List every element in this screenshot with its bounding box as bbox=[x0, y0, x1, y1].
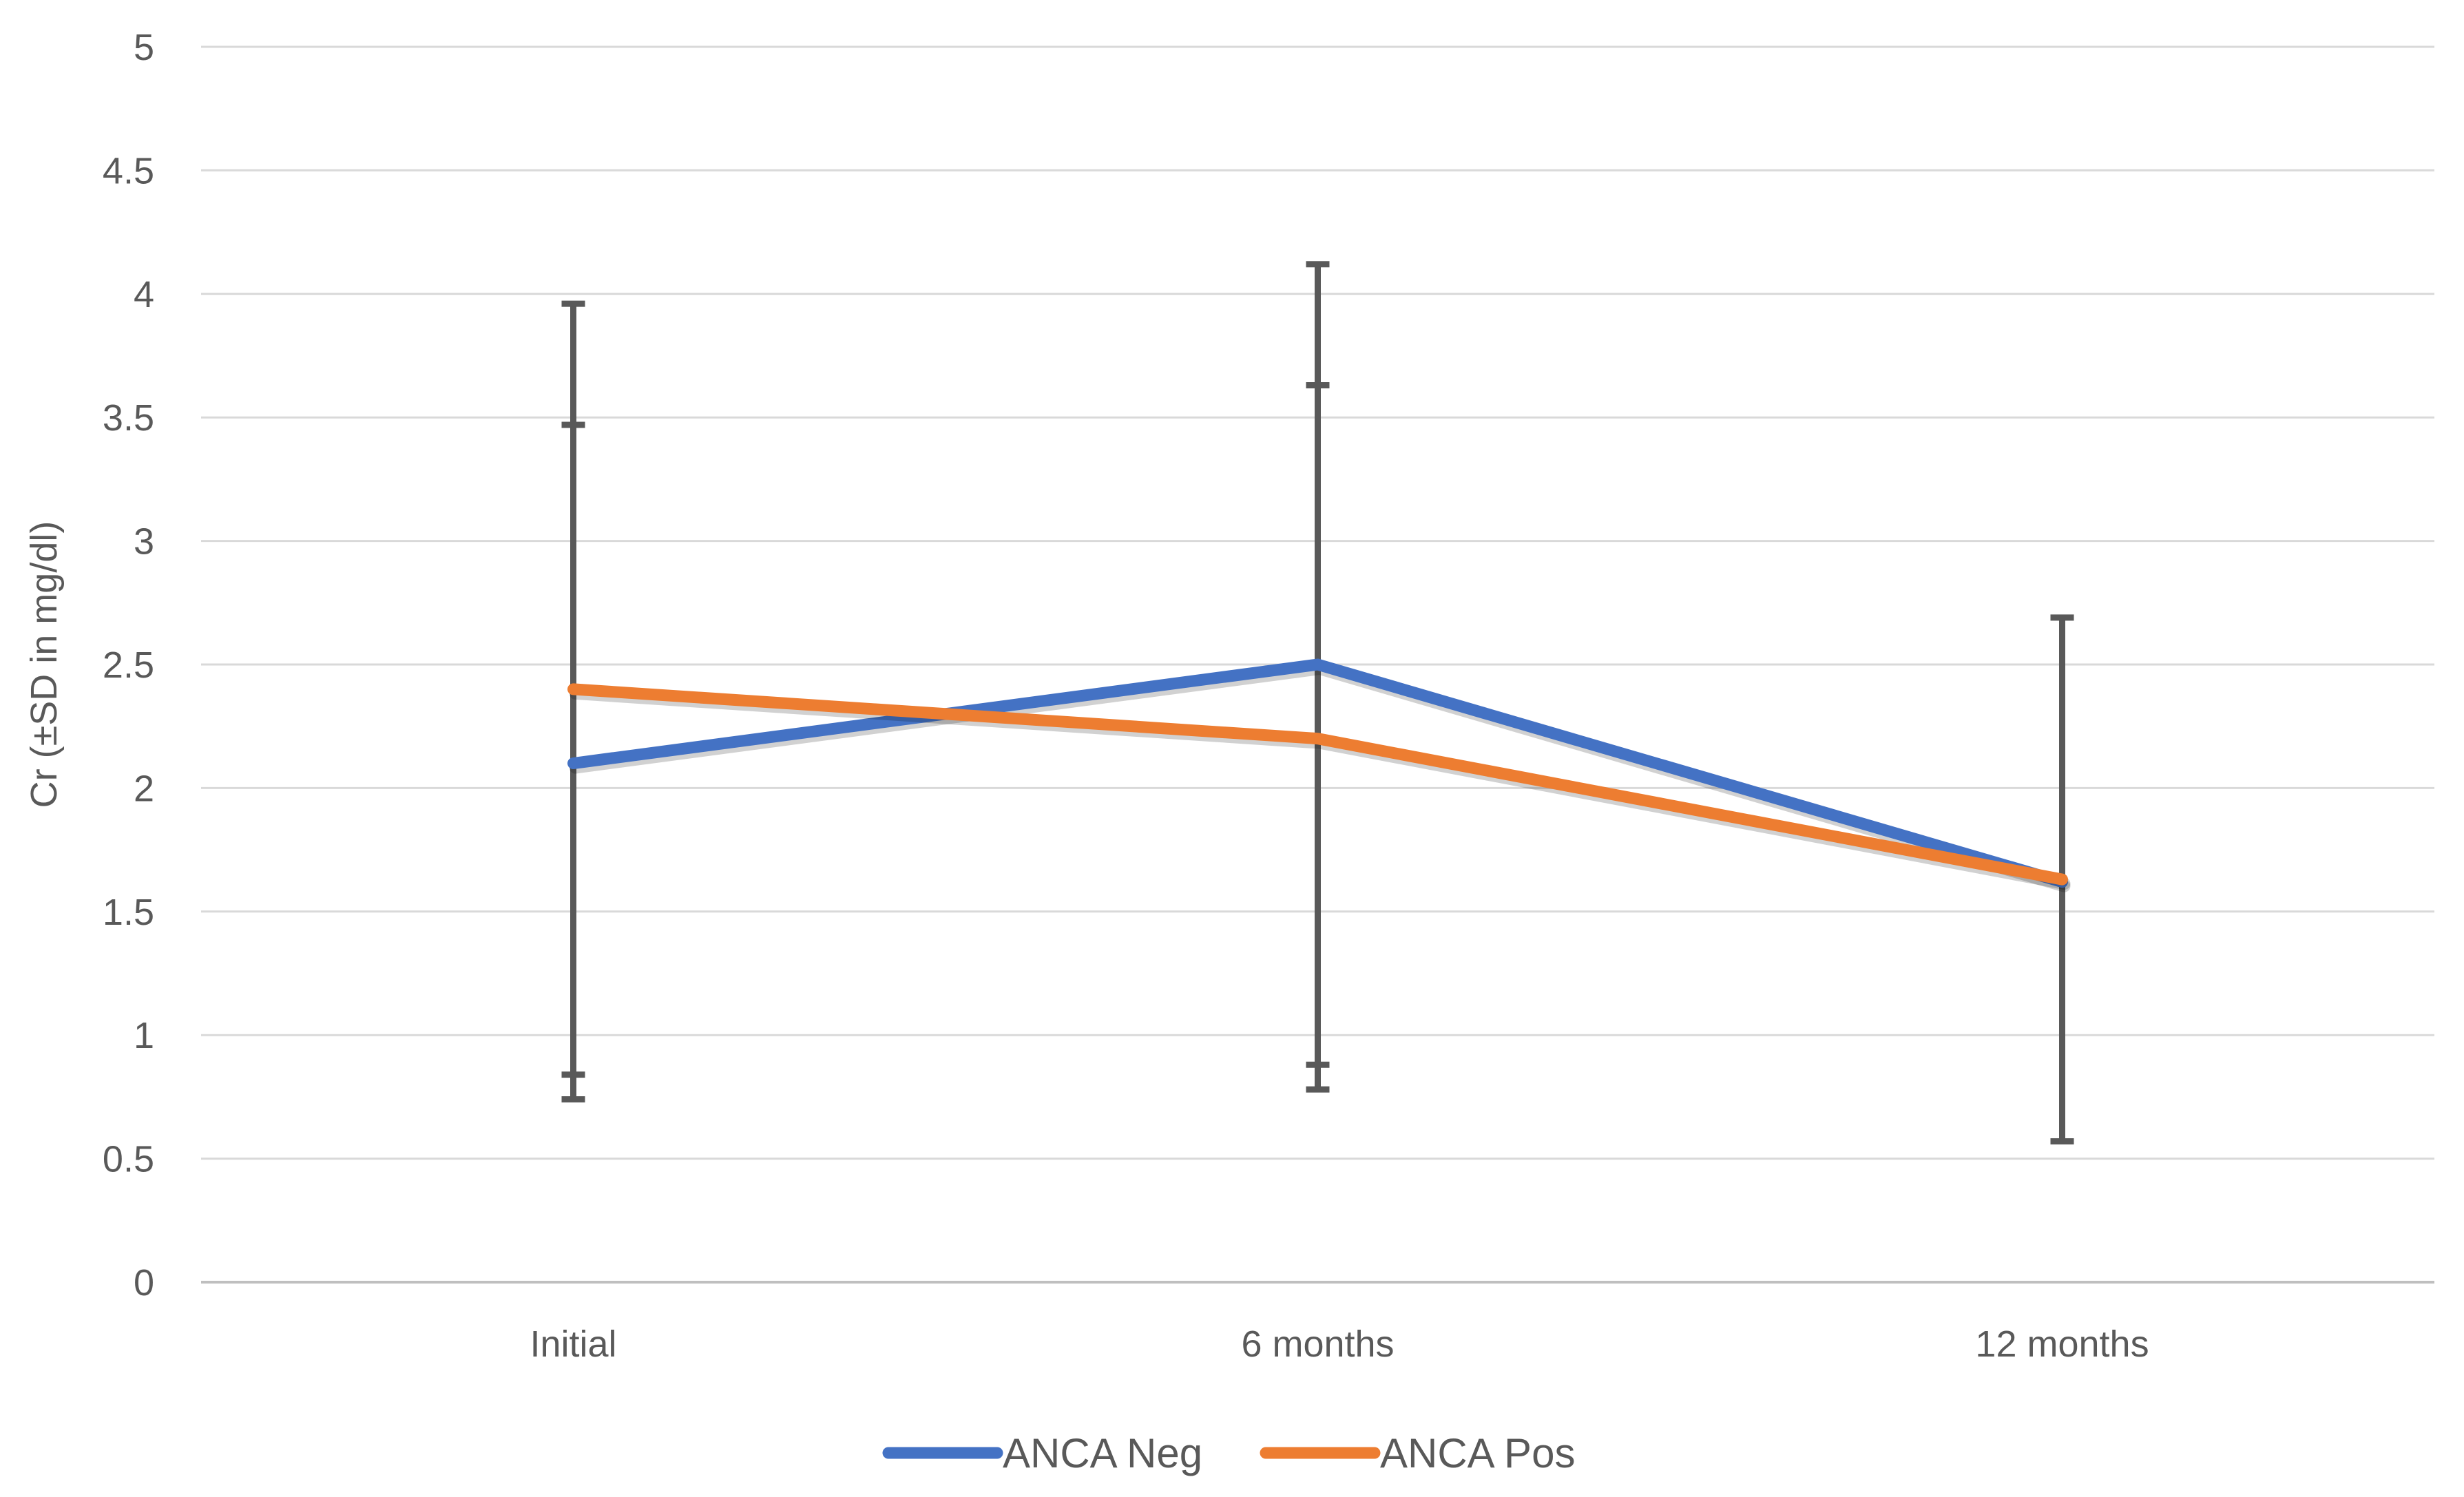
legend-label: ANCA Pos bbox=[1380, 1430, 1575, 1476]
y-tick-label: 0 bbox=[134, 1262, 154, 1304]
series-line-anca-pos bbox=[567, 683, 2068, 886]
y-tick-label: 5 bbox=[134, 27, 154, 68]
y-tick-label: 3 bbox=[134, 521, 154, 563]
y-tick-label: 2 bbox=[134, 768, 154, 809]
x-tick-label: Initial bbox=[530, 1323, 616, 1365]
y-tick-label: 0.5 bbox=[103, 1139, 154, 1180]
series-lines bbox=[567, 658, 2071, 892]
error-bar bbox=[1306, 261, 1330, 1093]
x-axis-ticks: Initial 6 months 12 months bbox=[530, 1323, 2149, 1365]
y-tick-label: 4.5 bbox=[103, 150, 154, 191]
y-tick-label: 1.5 bbox=[103, 892, 154, 933]
y-tick-label: 1 bbox=[134, 1015, 154, 1056]
legend-item: ANCA Pos bbox=[1260, 1430, 1575, 1476]
legend-item: ANCA Neg bbox=[882, 1430, 1202, 1476]
legend-label: ANCA Neg bbox=[1003, 1430, 1202, 1476]
error-bar bbox=[561, 300, 585, 1102]
y-axis-title: Cr (±SD in mg/dl) bbox=[23, 521, 65, 808]
y-axis-ticks: 0 0.5 1 1.5 2 2.5 3 3.5 4 4.5 5 bbox=[103, 27, 154, 1304]
legend: ANCA Neg ANCA Pos bbox=[882, 1430, 1575, 1476]
y-tick-label: 2.5 bbox=[103, 645, 154, 686]
y-tick-label: 4 bbox=[134, 274, 154, 315]
series-line-anca-neg bbox=[567, 658, 2068, 888]
y-tick-label: 3.5 bbox=[103, 397, 154, 439]
x-tick-label: 12 months bbox=[1975, 1323, 2149, 1365]
x-tick-label: 6 months bbox=[1241, 1323, 1394, 1365]
